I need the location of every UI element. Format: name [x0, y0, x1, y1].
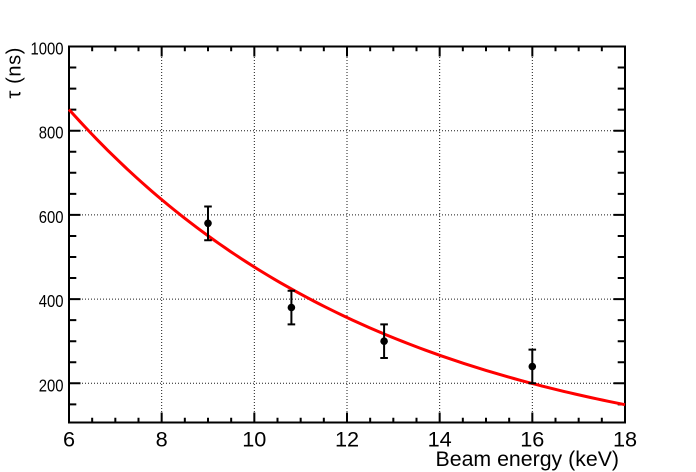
svg-text:200: 200 — [39, 376, 64, 396]
svg-text:400: 400 — [39, 292, 64, 312]
svg-text:600: 600 — [39, 208, 64, 228]
svg-text:8: 8 — [156, 426, 168, 451]
svg-text:18: 18 — [613, 426, 637, 451]
svg-text:Beam energy (keV): Beam energy (keV) — [436, 447, 619, 471]
svg-text:6: 6 — [63, 426, 75, 451]
svg-text:12: 12 — [335, 426, 359, 451]
svg-text:1000: 1000 — [30, 39, 63, 59]
svg-text:800: 800 — [39, 123, 64, 143]
svg-text:τ (ns): τ (ns) — [4, 47, 26, 99]
svg-text:10: 10 — [242, 426, 266, 451]
svg-text:16: 16 — [520, 426, 544, 451]
svg-text:14: 14 — [428, 426, 452, 451]
